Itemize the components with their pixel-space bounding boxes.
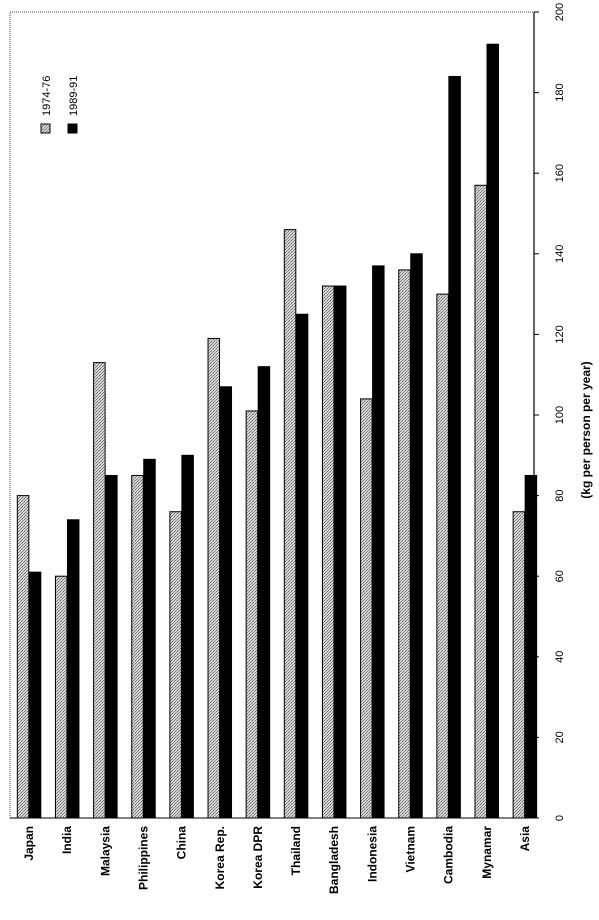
- bar-mynamar-1989-91: [486, 43, 499, 819]
- legend-label: 1989-91: [68, 76, 80, 116]
- category-label: Korea DPR: [251, 826, 265, 889]
- bar-asia-1989-91: [524, 474, 538, 819]
- category-label: Bangladesh: [327, 826, 341, 894]
- bar-korea-rep-1974-76: [207, 337, 221, 819]
- value-tick-label: 200: [554, 3, 566, 21]
- value-axis-label: (kg per person per year): [579, 361, 593, 498]
- category-label: Asia: [518, 826, 532, 852]
- bar-cambodia-1974-76: [436, 293, 449, 819]
- value-tick-label: 0: [554, 815, 566, 821]
- category-label: Philippines: [136, 826, 150, 890]
- bar-japan-1974-76: [16, 495, 30, 819]
- category-label: Malaysia: [98, 826, 112, 876]
- bar-india-1989-91: [66, 519, 80, 819]
- category-label: India: [60, 826, 74, 854]
- category-label: Vietnam: [403, 826, 417, 872]
- bar-cambodia-1989-91: [448, 75, 461, 819]
- value-tick-label: 140: [554, 245, 566, 263]
- bar-indonesia-1974-76: [360, 398, 373, 819]
- bar-korea-rep-1989-91: [219, 386, 233, 819]
- category-label: Mynamar: [480, 826, 494, 879]
- category-label: Indonesia: [365, 826, 379, 882]
- category-label: Japan: [22, 826, 36, 861]
- labels-group: Japan India Malaysia Philippines China Korea …: [22, 3, 593, 894]
- axes-group: [10, 11, 539, 819]
- bar-philippines-1974-76: [131, 474, 144, 819]
- value-tick-label: 40: [554, 651, 566, 663]
- category-label: Thailand: [289, 826, 303, 875]
- category-label: China: [175, 826, 189, 860]
- bar-malaysia-1989-91: [105, 474, 118, 819]
- bar-korea-dpr-1974-76: [245, 410, 259, 819]
- bar-thailand-1989-91: [295, 313, 309, 819]
- value-tick-label: 80: [554, 489, 566, 501]
- legend: 1974-76 1989-91: [40, 76, 80, 134]
- bar-china-1989-91: [181, 454, 194, 819]
- bar-bangladesh-1974-76: [321, 285, 335, 819]
- value-tick-label: 160: [554, 164, 566, 182]
- legend-swatch: [67, 123, 78, 134]
- category-label: Cambodia: [442, 826, 456, 884]
- bar-bangladesh-1989-91: [333, 285, 347, 819]
- bar-mynamar-1974-76: [474, 184, 487, 819]
- legend-swatch: [40, 123, 51, 134]
- value-tick-label: 120: [554, 325, 566, 343]
- bar-vietnam-1974-76: [398, 269, 411, 819]
- bar-indonesia-1989-91: [372, 265, 385, 819]
- bar-korea-dpr-1989-91: [257, 366, 271, 819]
- bar-philippines-1989-91: [143, 458, 156, 819]
- value-tick-label: 180: [554, 83, 566, 101]
- value-tick-label: 20: [554, 731, 566, 743]
- bars-group: [16, 43, 538, 819]
- value-tick-label: 60: [554, 570, 566, 582]
- value-tick-label: 100: [554, 406, 566, 424]
- bar-india-1974-76: [54, 575, 68, 819]
- bar-asia-1974-76: [512, 511, 526, 819]
- legend-label: 1974-76: [41, 76, 53, 116]
- bar-malaysia-1974-76: [93, 362, 106, 819]
- bar-thailand-1974-76: [283, 229, 297, 819]
- bar-vietnam-1989-91: [410, 253, 423, 819]
- category-label: Korea Rep.: [213, 826, 227, 889]
- bar-china-1974-76: [169, 511, 182, 819]
- bar-japan-1989-91: [28, 571, 42, 819]
